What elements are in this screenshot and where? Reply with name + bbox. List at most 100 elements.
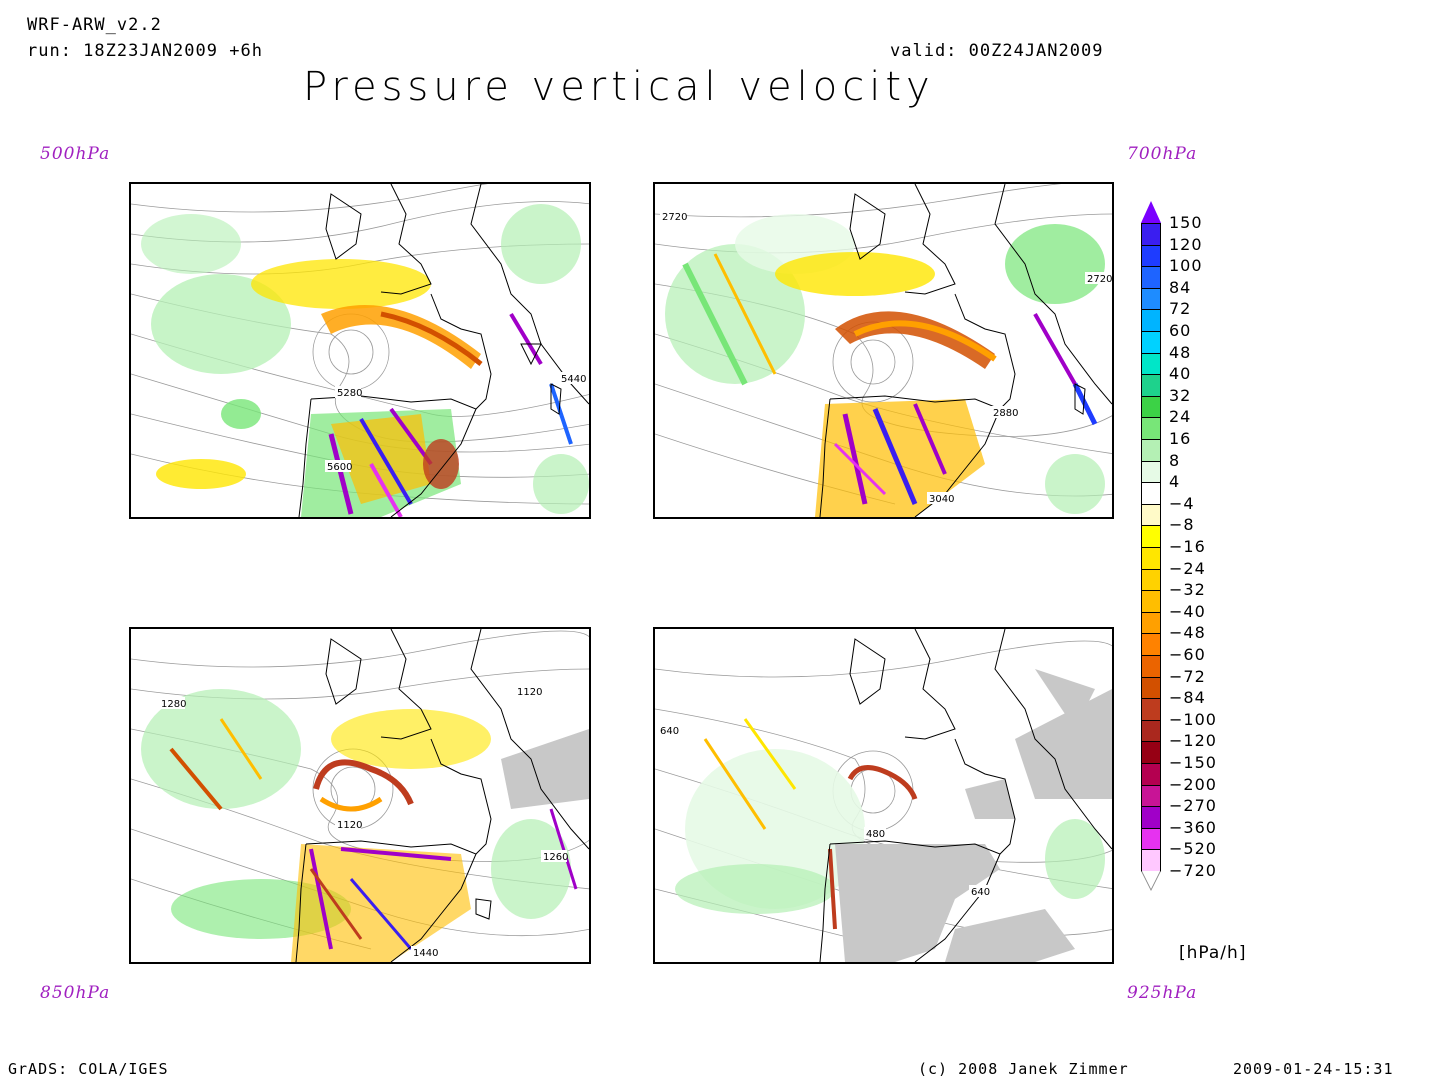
colorbar-level-label: 60	[1169, 321, 1192, 340]
level-label-925: 925hPa	[1127, 983, 1198, 1003]
level-label-700: 700hPa	[1127, 144, 1198, 164]
colorbar-level-label: −360	[1169, 817, 1217, 837]
colorbar-level-label: −520	[1169, 839, 1217, 859]
colorbar-level-label: −32	[1169, 580, 1206, 600]
coastlines	[295, 629, 589, 962]
colorbar-level-label: −120	[1169, 731, 1217, 751]
colorbar-level-label: 84	[1169, 277, 1192, 297]
colorbar-swatch	[1141, 655, 1161, 678]
velocity-field	[141, 204, 589, 517]
colorbar-swatch	[1141, 806, 1161, 829]
map-panel-925hpa: 640 480 640	[653, 627, 1114, 964]
velocity-field	[141, 689, 589, 962]
contour-label: 480	[866, 829, 885, 840]
colorbar-swatch	[1141, 611, 1161, 635]
colorbar-swatch	[1141, 374, 1161, 397]
model-name: WRF-ARW_v2.2	[27, 15, 162, 35]
contour-label: 1440	[413, 948, 438, 959]
contour-label: 5440	[561, 374, 586, 385]
colorbar-swatch	[1141, 676, 1161, 700]
copyright: (c) 2008 Janek Zimmer	[918, 1060, 1129, 1078]
colorbar-swatch	[1141, 244, 1161, 268]
colorbar-swatch	[1141, 590, 1161, 613]
colorbar-swatch	[1141, 266, 1161, 289]
colorbar-swatch	[1141, 741, 1161, 764]
colorbar-level-label: −200	[1169, 774, 1217, 794]
colorbar-swatch	[1141, 568, 1161, 592]
colorbar-level-label: −100	[1169, 709, 1217, 729]
map-panel-500hpa: 5280 5440 5600	[129, 182, 591, 519]
colorbar-swatch	[1141, 482, 1161, 505]
colorbar-level-label: 32	[1169, 385, 1192, 405]
colorbar-swatch	[1141, 719, 1161, 743]
run-time: run: 18Z23JAN2009 +6h	[27, 41, 263, 61]
map-500hpa-svg: 5280 5440 5600	[131, 184, 589, 517]
contour-label: 2880	[993, 408, 1018, 419]
contour-label: 640	[660, 726, 679, 737]
map-850hpa-svg: 1280 1120 1120 1260 1440	[131, 629, 589, 962]
colorbar-swatch	[1141, 503, 1161, 527]
contour-labels: 640 480 640	[658, 724, 991, 898]
contour-label: 3040	[929, 494, 954, 505]
colorbar-level-label: −270	[1169, 796, 1217, 816]
colorbar-level-label: −150	[1169, 753, 1217, 772]
map-panel-700hpa: 2720 2720 2880 3040	[653, 182, 1114, 519]
colorbar-level-label: 120	[1169, 234, 1203, 254]
coastlines	[819, 629, 1112, 962]
level-label-500: 500hPa	[40, 144, 111, 164]
colorbar-level-label: 8	[1169, 450, 1181, 470]
contour-label: 1120	[517, 687, 542, 698]
colorbar-level-label: 100	[1169, 256, 1203, 276]
colorbar-swatch	[1141, 395, 1161, 419]
colorbar-level-label: 24	[1169, 407, 1192, 427]
software-credit: GrADS: COLA/IGES	[8, 1060, 169, 1078]
colorbar-swatch	[1141, 849, 1161, 872]
colorbar-swatch	[1141, 309, 1161, 332]
colorbar-swatch	[1141, 633, 1161, 656]
contour-label: 2720	[662, 212, 687, 223]
velocity-field	[665, 214, 1105, 517]
valid-time: valid: 00Z24JAN2009	[890, 41, 1104, 61]
contour-label: 1260	[543, 852, 568, 863]
contour-label: 1120	[337, 820, 362, 831]
colorbar-level-label: −40	[1169, 601, 1206, 621]
colorbar-level-label: −8	[1169, 515, 1195, 535]
colorbar-level-label: −84	[1169, 688, 1206, 708]
colorbar-level-label: −24	[1169, 558, 1206, 578]
colorbar-swatch	[1141, 525, 1161, 548]
colorbar-level-label: 72	[1169, 299, 1192, 319]
contour-labels: 1280 1120 1120 1260 1440	[159, 685, 568, 959]
colorbar-level-label: 16	[1169, 429, 1192, 448]
colorbar-swatch	[1141, 331, 1161, 354]
colorbar-level-label: 4	[1169, 472, 1181, 492]
contour-label: 2720	[1087, 274, 1112, 285]
colorbar-swatch	[1141, 763, 1161, 786]
colorbar-swatch	[1141, 784, 1161, 808]
contour-label: 1280	[161, 699, 186, 710]
colorbar-level-label: −16	[1169, 537, 1206, 556]
colorbar-level-label: 40	[1169, 364, 1192, 384]
contour-label: 640	[971, 887, 990, 898]
colorbar-unit: [hPa/h]	[1179, 943, 1247, 963]
level-label-850: 850hPa	[40, 983, 111, 1003]
colorbar-level-label: 48	[1169, 342, 1192, 362]
colorbar-swatch	[1141, 223, 1161, 246]
colorbar-bottom-arrow-fill	[1142, 871, 1160, 889]
map-panel-850hpa: 1280 1120 1120 1260 1440	[129, 627, 591, 964]
timestamp: 2009-01-24-15:31	[1233, 1060, 1394, 1078]
colorbar-level-label: −4	[1169, 493, 1195, 513]
colorbar-top-arrow	[1141, 201, 1161, 223]
colorbar-swatch	[1141, 827, 1161, 851]
colorbar-level-label: −48	[1169, 623, 1206, 643]
colorbar-swatch	[1141, 417, 1161, 440]
coastlines	[298, 184, 589, 517]
map-700hpa-svg: 2720 2720 2880 3040	[655, 184, 1112, 517]
contour-label: 5280	[337, 388, 362, 399]
map-925hpa-svg: 640 480 640	[655, 629, 1112, 962]
colorbar-level-label: 150	[1169, 213, 1203, 232]
contour-label: 5600	[327, 462, 352, 473]
contour-labels: 2720 2720 2880 3040	[660, 210, 1112, 505]
colorbar-swatch	[1141, 547, 1161, 570]
colorbar-level-label: −720	[1169, 861, 1217, 880]
velocity-field	[675, 669, 1112, 962]
